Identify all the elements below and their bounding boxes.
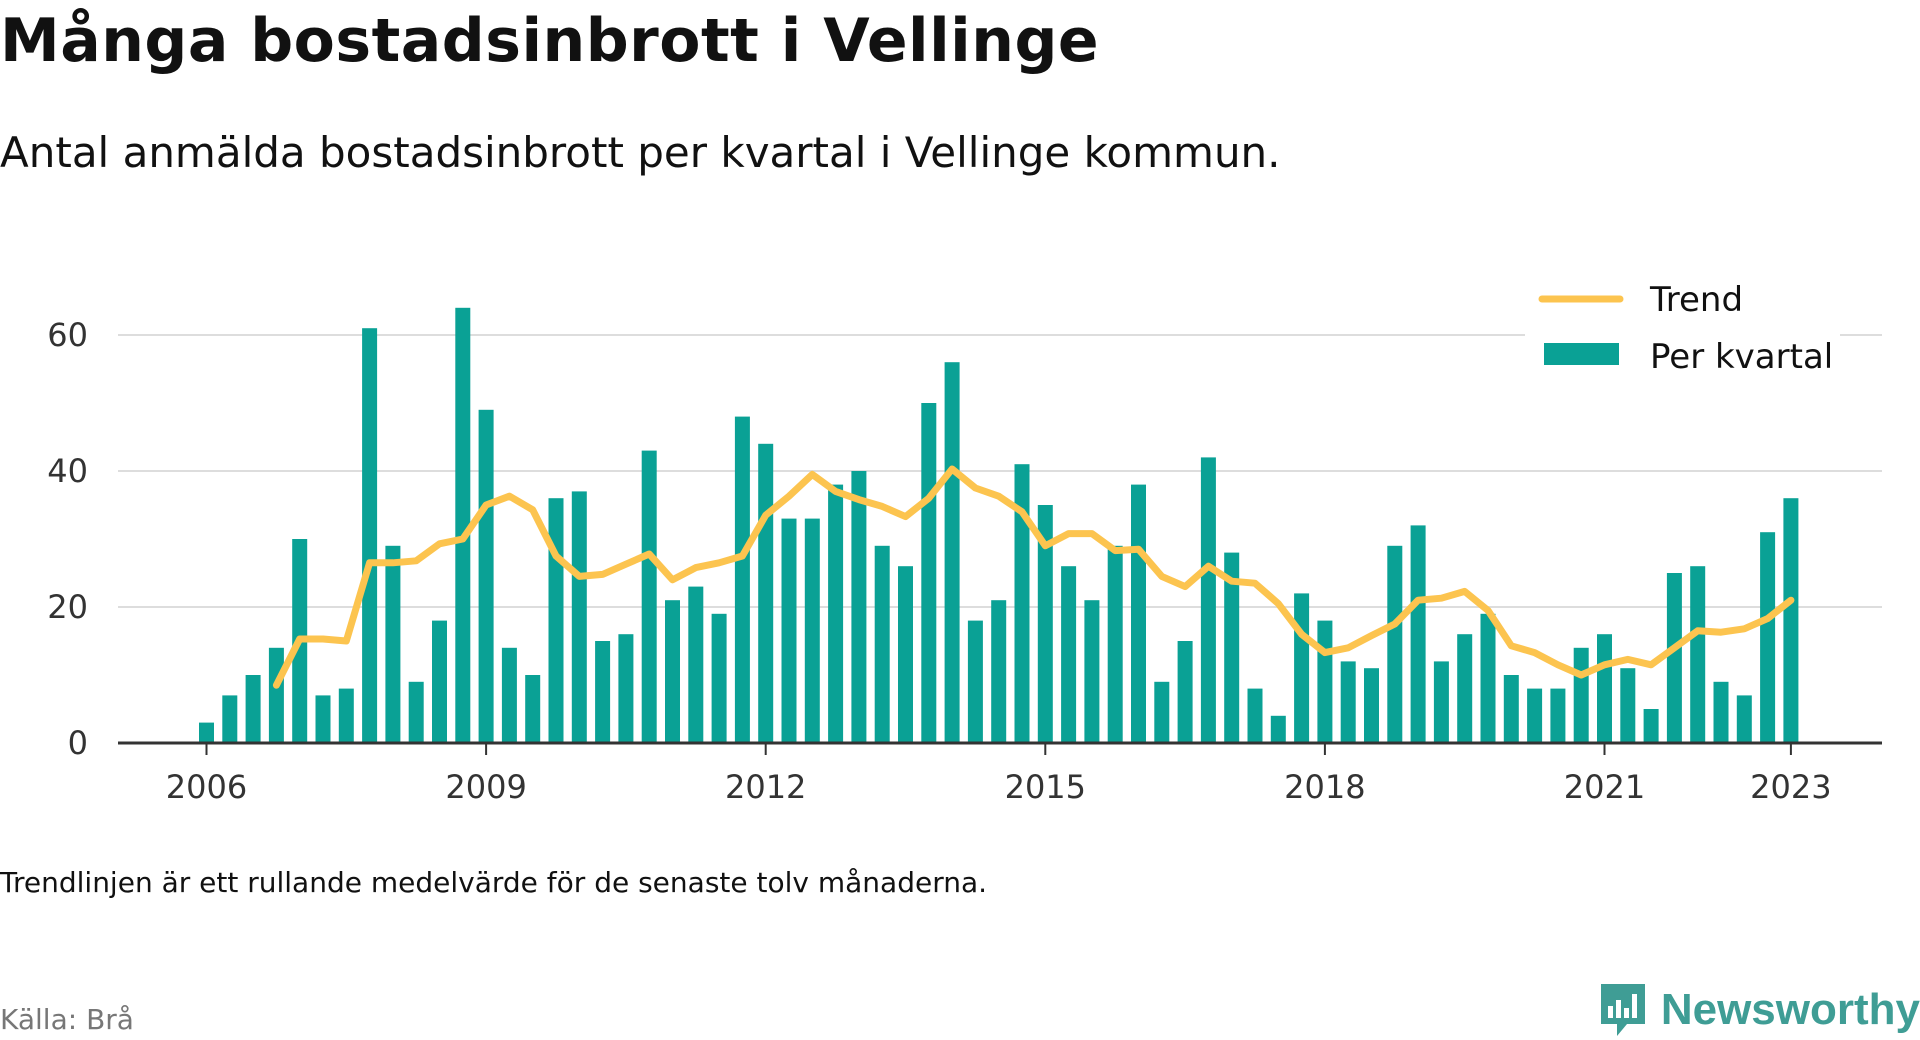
bar [1573, 647, 1589, 743]
bar [991, 600, 1007, 743]
bar [711, 613, 727, 743]
bar [1527, 688, 1543, 743]
bar [1084, 600, 1100, 743]
bar [455, 307, 471, 743]
legend: Trend Per kvartal [1525, 275, 1840, 385]
y-tick-label: 40 [47, 452, 88, 490]
bar [268, 647, 284, 743]
bar [1666, 573, 1682, 743]
x-tick-label: 2009 [445, 768, 526, 806]
bar [1457, 634, 1473, 743]
bar [921, 403, 937, 743]
bar [548, 498, 564, 743]
bar [1294, 593, 1310, 743]
bar [525, 675, 541, 743]
bar [408, 681, 424, 743]
chart-source: Källa: Brå [0, 1003, 134, 1036]
bar [1783, 498, 1799, 743]
bar [1410, 525, 1426, 743]
bar [758, 443, 774, 743]
bar [1131, 484, 1146, 743]
brand-name: Newsworthy [1660, 985, 1920, 1034]
bar [851, 471, 867, 743]
bar [1061, 566, 1077, 743]
bar [1736, 695, 1752, 743]
bar [1690, 566, 1706, 743]
bar [1200, 457, 1216, 743]
legend-trend-label: Trend [1649, 280, 1743, 320]
bar [1387, 545, 1403, 743]
bar [688, 586, 704, 743]
bar [1503, 675, 1519, 743]
bar [1550, 688, 1566, 743]
chart-svg: 0 20 40 60 2006 2009 2012 2015 2018 2021 2023 Tre… [47, 275, 1882, 806]
bar [1597, 634, 1612, 743]
bar [478, 409, 494, 743]
bar [665, 600, 680, 743]
bar [1433, 661, 1449, 743]
x-tick-label: 2021 [1564, 768, 1645, 806]
bar [199, 722, 214, 743]
bar [362, 328, 378, 743]
x-tick-label: 2012 [725, 768, 806, 806]
bar [898, 566, 913, 743]
bar [618, 634, 634, 743]
legend-bar-label: Per kvartal [1650, 337, 1833, 377]
bar [432, 620, 447, 743]
bar [967, 620, 983, 743]
chart-subtitle: Antal anmälda bostadsinbrott per kvartal… [0, 128, 1281, 177]
bar [595, 641, 611, 743]
brand: Newsworthy [1597, 980, 1920, 1040]
bar [1480, 613, 1496, 743]
bar [804, 518, 820, 743]
x-axis-ticks: 2006 2009 2012 2015 2018 2021 2023 [166, 743, 1832, 806]
bar [781, 518, 797, 743]
y-tick-label: 0 [68, 724, 88, 762]
bar [315, 695, 331, 743]
x-tick-label: 2023 [1750, 768, 1831, 806]
bar [828, 484, 844, 743]
bar [1713, 681, 1729, 743]
newsworthy-logo-icon [1600, 984, 1645, 1036]
bar [641, 450, 657, 743]
bar [1037, 505, 1053, 743]
bar [1643, 709, 1659, 743]
trend-line [272, 465, 1795, 689]
bar [571, 491, 587, 743]
x-tick-label: 2006 [166, 768, 247, 806]
bar [1177, 641, 1193, 743]
bar [222, 695, 238, 743]
y-tick-label: 60 [47, 316, 88, 354]
bar [1364, 668, 1379, 743]
bar [874, 545, 890, 743]
bar [734, 416, 750, 743]
legend-bar-swatch [1544, 343, 1619, 365]
bar [1154, 681, 1170, 743]
bar [245, 675, 261, 743]
x-tick-label: 2018 [1284, 768, 1365, 806]
bar [1270, 715, 1286, 743]
bar [1014, 464, 1030, 743]
bar [1107, 545, 1123, 743]
bar [385, 545, 401, 743]
bar [944, 362, 960, 743]
bar [1247, 688, 1263, 743]
y-tick-label: 20 [47, 588, 88, 626]
bar-series [199, 307, 1799, 743]
bar [1224, 552, 1240, 743]
bar [1340, 661, 1356, 743]
x-tick-label: 2015 [1005, 768, 1086, 806]
legend-background [1525, 275, 1840, 385]
chart-note: Trendlinjen är ett rullande medelvärde f… [0, 866, 988, 899]
bar [501, 647, 517, 743]
bar [1620, 668, 1636, 743]
bar [1317, 620, 1333, 743]
bar [1760, 532, 1776, 743]
bar [338, 688, 354, 743]
y-axis-ticks: 0 20 40 60 [47, 316, 88, 762]
chart-title: Många bostadsinbrott i Vellinge [0, 6, 1100, 76]
